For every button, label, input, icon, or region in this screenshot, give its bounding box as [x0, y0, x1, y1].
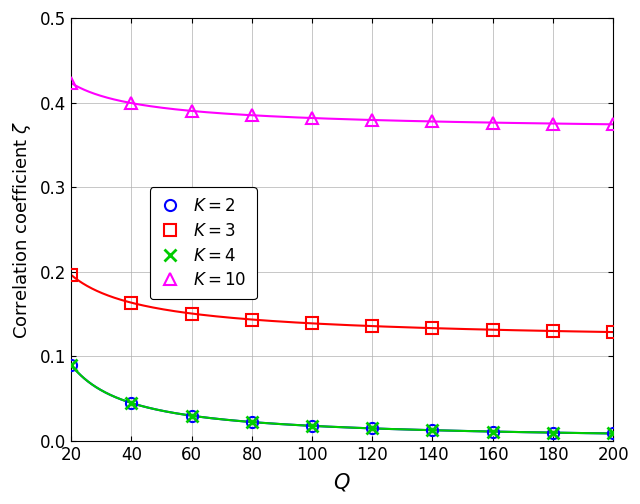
$K = 2$: [549, 429, 557, 435]
Line: $K = 10$: $K = 10$: [66, 78, 619, 130]
$K = 3$: [188, 310, 196, 317]
$K = 3$: [429, 325, 436, 331]
$K = 10$: [127, 100, 135, 106]
$K = 3$: [308, 321, 316, 327]
$K = 3$: [609, 329, 617, 335]
$K = 4$: [67, 362, 75, 368]
$K = 2$: [67, 362, 75, 368]
$K = 4$: [248, 419, 256, 425]
$K = 10$: [609, 121, 617, 128]
Y-axis label: Correlation coefficient $\zeta$: Correlation coefficient $\zeta$: [11, 120, 33, 339]
$K = 4$: [489, 428, 497, 434]
$K = 3$: [489, 327, 497, 333]
$K = 4$: [549, 429, 557, 435]
Legend: $K = 2$, $K = 3$, $K = 4$, $K = 10$: $K = 2$, $K = 3$, $K = 4$, $K = 10$: [150, 187, 257, 299]
$K = 2$: [369, 425, 376, 431]
$K = 10$: [429, 118, 436, 124]
$K = 10$: [248, 112, 256, 118]
$K = 3$: [248, 317, 256, 323]
$K = 2$: [127, 400, 135, 406]
$K = 2$: [609, 430, 617, 436]
X-axis label: $Q$: $Q$: [333, 471, 351, 493]
$K = 4$: [369, 425, 376, 431]
$K = 3$: [549, 328, 557, 334]
$K = 3$: [127, 300, 135, 306]
$K = 2$: [308, 423, 316, 429]
$K = 3$: [369, 323, 376, 329]
Line: $K = 4$: $K = 4$: [65, 359, 620, 439]
$K = 10$: [489, 119, 497, 125]
$K = 2$: [248, 419, 256, 425]
$K = 4$: [188, 413, 196, 419]
$K = 10$: [67, 80, 75, 86]
$K = 4$: [308, 423, 316, 429]
$K = 10$: [308, 115, 316, 121]
$K = 4$: [609, 430, 617, 436]
$K = 10$: [549, 120, 557, 127]
$K = 2$: [188, 413, 196, 419]
Line: $K = 2$: $K = 2$: [66, 359, 619, 439]
$K = 3$: [67, 272, 75, 278]
$K = 2$: [429, 427, 436, 433]
$K = 4$: [127, 400, 135, 406]
$K = 10$: [369, 117, 376, 123]
$K = 10$: [188, 108, 196, 114]
$K = 2$: [489, 428, 497, 434]
Line: $K = 3$: $K = 3$: [66, 270, 619, 338]
$K = 4$: [429, 427, 436, 433]
